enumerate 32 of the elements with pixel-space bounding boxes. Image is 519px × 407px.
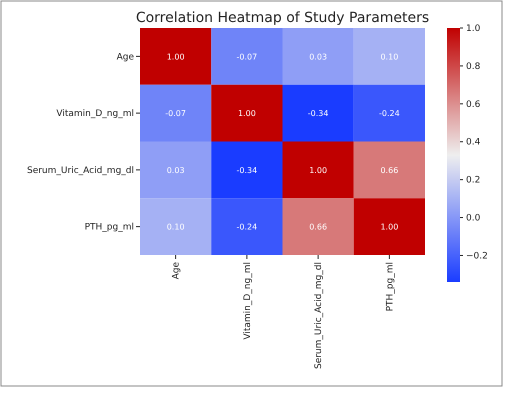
color-bar-label: 0.4 [466, 138, 481, 148]
y-tick-label: PTH_pg_ml [84, 222, 134, 233]
data-label: 1.00 [166, 52, 185, 62]
data-label: 0.10 [380, 52, 398, 62]
color-bar-label: 1.0 [466, 24, 481, 34]
color-bar-label: 0.8 [466, 62, 481, 72]
y-tick-label: Serum_Uric_Acid_mg_dl [26, 166, 134, 176]
data-label: -0.24 [236, 222, 258, 232]
color-bar-label: 0.0 [466, 214, 481, 224]
data-label: -0.24 [379, 109, 400, 118]
data-label: 0.66 [380, 166, 398, 175]
y-tick-label: Vitamin_D_ng_ml [56, 109, 134, 120]
data-label: 0.03 [309, 52, 328, 62]
data-label: 1.00 [238, 109, 256, 118]
data-label: -0.07 [165, 109, 186, 118]
data-label: 0.10 [166, 222, 185, 232]
data-label: 1.00 [309, 166, 328, 175]
chart-title: Correlation Heatmap of Study Parameters [136, 10, 430, 26]
data-label: 1.00 [380, 222, 398, 232]
data-label: 0.66 [309, 222, 328, 232]
x-tick-label: Age [172, 262, 182, 280]
color-bar-label: 0.6 [466, 100, 481, 110]
x-tick-label: Serum_Uric_Acid_mg_dl [314, 262, 324, 370]
y-tick-label: Age [116, 52, 134, 62]
color-bar-label: −0.2 [466, 251, 488, 262]
data-label: -0.34 [308, 109, 328, 118]
data-label: 0.03 [166, 166, 185, 175]
x-tick-label: PTH_pg_ml [385, 262, 396, 312]
data-label: -0.07 [236, 52, 258, 62]
color-bar-label: 0.2 [466, 176, 480, 186]
data-label: -0.34 [236, 166, 258, 175]
x-tick-label: Vitamin_D_ng_ml [242, 262, 253, 340]
